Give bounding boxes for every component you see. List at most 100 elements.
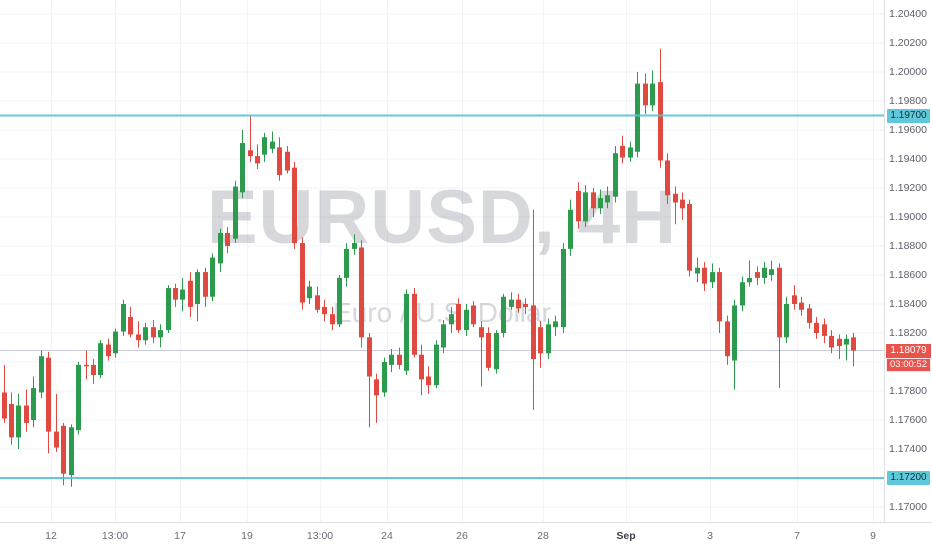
y-axis-label: 1.19600 xyxy=(889,123,927,136)
candle xyxy=(591,188,596,217)
candle xyxy=(434,340,439,389)
candle-body xyxy=(218,232,223,264)
candle-body xyxy=(121,304,126,332)
candle xyxy=(337,275,342,328)
candle xyxy=(576,182,581,229)
candle-body xyxy=(598,198,603,209)
candle xyxy=(695,257,700,283)
candle-body xyxy=(747,277,752,283)
chart-plot-area[interactable] xyxy=(0,0,884,522)
candle-body xyxy=(449,314,454,325)
candle xyxy=(240,130,245,199)
candle-body xyxy=(620,145,625,158)
price-axis[interactable]: 1.18079 03:00:52 1.20400 1.20200 1.20000 1.… xyxy=(884,0,932,550)
candle-body xyxy=(561,248,566,328)
candle-body xyxy=(486,333,491,368)
candle-body xyxy=(822,324,827,336)
candle xyxy=(31,376,36,428)
candle xyxy=(464,304,469,336)
candle-body xyxy=(799,302,804,310)
candle xyxy=(255,144,260,170)
candle xyxy=(225,227,230,254)
candle-body xyxy=(307,286,312,299)
candle xyxy=(91,359,96,384)
candle xyxy=(702,261,707,291)
candle-body xyxy=(233,186,238,239)
candle-body xyxy=(591,192,596,209)
y-axis-label: 1.17600 xyxy=(889,413,927,426)
candle-body xyxy=(695,267,700,274)
candle xyxy=(307,280,312,304)
candle xyxy=(270,131,275,154)
candle-body xyxy=(322,306,327,315)
candle-body xyxy=(158,330,163,338)
candle-body xyxy=(635,83,640,152)
y-axis-label: 1.18800 xyxy=(889,239,927,252)
candle xyxy=(829,330,834,354)
candle-body xyxy=(270,141,275,149)
line-price-label: 1.17200 xyxy=(887,471,930,485)
candle-body xyxy=(285,151,290,171)
candle-body xyxy=(195,272,200,304)
candle xyxy=(84,350,89,380)
candle-body xyxy=(762,267,767,278)
time-axis[interactable]: 12 13:00 17 19 13:00 24 26 28 Sep 3 7 9 xyxy=(0,522,932,550)
candle xyxy=(404,289,409,376)
candle-body xyxy=(54,431,59,448)
candle xyxy=(248,115,253,162)
candle-body xyxy=(546,324,551,354)
candle-body xyxy=(203,272,208,297)
candle xyxy=(523,298,528,315)
candle-body xyxy=(136,334,141,341)
candle-body xyxy=(464,309,469,331)
candle-body xyxy=(650,83,655,106)
candle xyxy=(412,288,417,358)
candle-body xyxy=(687,203,692,271)
candle-body xyxy=(389,354,394,365)
candle xyxy=(166,285,171,333)
candle xyxy=(777,263,782,389)
candle-body xyxy=(441,324,446,348)
candle-body xyxy=(523,304,528,307)
candle-body xyxy=(382,362,387,393)
candle xyxy=(218,228,223,273)
y-axis-label: 1.17800 xyxy=(889,384,927,397)
y-axis-label: 1.18600 xyxy=(889,268,927,281)
candle-body xyxy=(166,288,171,331)
candle-body xyxy=(426,376,431,386)
candle-body xyxy=(262,137,267,155)
candle-body xyxy=(61,425,66,474)
candle xyxy=(516,293,521,313)
candle-body xyxy=(419,354,424,380)
candle xyxy=(501,293,506,338)
x-axis-label: 24 xyxy=(381,530,393,542)
candle-body xyxy=(494,333,499,370)
candle-body xyxy=(576,190,581,222)
candle-body xyxy=(665,160,670,196)
candle-body xyxy=(173,288,178,300)
candle-body xyxy=(680,199,685,209)
candle-body xyxy=(2,392,7,419)
candle xyxy=(740,276,745,312)
candle xyxy=(673,186,678,225)
candle xyxy=(613,145,618,203)
candle xyxy=(262,132,267,162)
candle-body xyxy=(628,147,633,158)
candle xyxy=(195,269,200,322)
candle xyxy=(46,351,51,454)
candle-body xyxy=(784,304,789,338)
candle-body xyxy=(740,282,745,306)
candle xyxy=(605,186,610,209)
candle-body xyxy=(829,335,834,348)
candle-body xyxy=(151,327,156,338)
y-axis-label: 1.20400 xyxy=(889,7,927,20)
candle xyxy=(456,298,461,333)
candle xyxy=(755,266,760,286)
candle-body xyxy=(180,289,185,300)
candle xyxy=(54,393,59,452)
candle xyxy=(680,192,685,220)
candle xyxy=(382,357,387,397)
candle xyxy=(9,392,14,445)
candle-body xyxy=(240,143,245,193)
